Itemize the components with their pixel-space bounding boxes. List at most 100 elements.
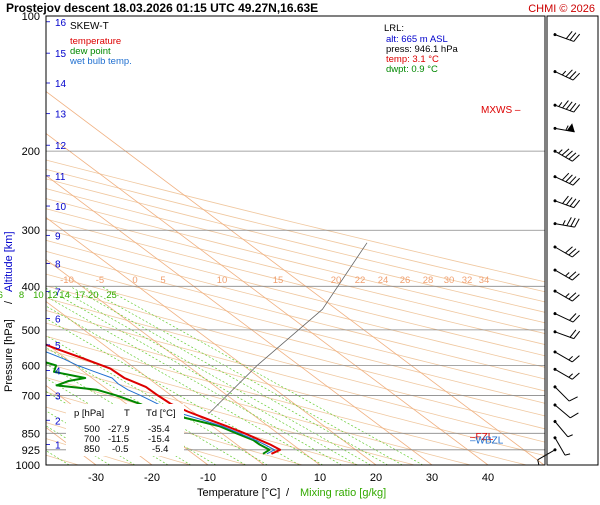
- wind-barb: [553, 350, 580, 363]
- wind-barb: [553, 245, 580, 258]
- levels-header-p: p [hPa]: [74, 408, 104, 419]
- isotherm: [46, 133, 489, 465]
- wind-barb-full: [571, 372, 580, 380]
- dry-adiabat: [46, 297, 545, 430]
- mixing-ratio-label: 14: [59, 290, 70, 301]
- pressure-tick-label: 500: [22, 325, 40, 337]
- levels-row-700-p: 700: [84, 434, 100, 445]
- wind-barb-staff: [554, 127, 575, 133]
- theta-label-mid: 28: [423, 275, 434, 286]
- dry-adiabat: [46, 239, 545, 368]
- legend-dew-point: dew point: [70, 46, 111, 57]
- wind-barb-full: [561, 148, 570, 156]
- wind-barb: [553, 420, 573, 438]
- y-axis-label-2: Altitude [km]: [3, 231, 15, 292]
- pressure-tick-label: 600: [22, 360, 40, 372]
- altitude-tick-label: 6: [55, 315, 61, 326]
- theta-label-mid: 22: [355, 275, 366, 286]
- wind-barb-full: [569, 198, 577, 207]
- theta-label-mid: -5: [96, 275, 104, 286]
- wind-barb: [553, 69, 581, 81]
- wind-barb-full: [574, 218, 580, 228]
- wind-barb-staff: [554, 351, 573, 363]
- series-temperature: [46, 343, 282, 455]
- mixing-ratio-line: [46, 347, 246, 465]
- isotherm: [46, 91, 545, 465]
- wind-barb-pennant: [566, 123, 575, 132]
- wind-barb-full: [566, 217, 572, 226]
- y-axis-separator: /: [3, 300, 15, 304]
- wind-barb: [553, 385, 578, 402]
- temperature-tick-label: 40: [482, 472, 494, 484]
- wind-barb-full: [565, 197, 573, 206]
- wind-barb-full: [570, 217, 576, 227]
- mixing-ratio-line: [46, 287, 358, 465]
- levels-row-500-p: 500: [84, 424, 100, 435]
- wind-barb-full: [569, 102, 577, 111]
- wind-barb-staff: [554, 421, 569, 438]
- wind-barb-full: [569, 329, 577, 338]
- mixing-ratio-line: [101, 286, 424, 465]
- altitude-tick-label: 4: [55, 367, 61, 378]
- dry-adiabat: [46, 250, 545, 380]
- wind-barb-half: [568, 373, 573, 378]
- wind-barb-staff: [554, 104, 574, 113]
- levels-row-850-t: -0.5: [112, 444, 128, 455]
- wind-barb-half: [565, 272, 570, 277]
- lrl-box: [382, 20, 482, 78]
- wind-barb: [553, 172, 581, 186]
- wind-barb-staff: [554, 176, 574, 186]
- legend-temperature: temperature: [70, 36, 121, 47]
- wind-barb-full: [573, 330, 581, 339]
- levels-header-t: T: [124, 408, 130, 419]
- wind-barb-full: [565, 101, 573, 110]
- x-axis-separator: /: [286, 487, 290, 499]
- levels-row-500-t: -27.9: [108, 424, 130, 435]
- wind-barb-half: [562, 220, 566, 226]
- altitude-tick-label: 12: [55, 141, 67, 152]
- dry-adiabat: [46, 229, 545, 357]
- wind-barb: [553, 403, 579, 419]
- wind-barb: [553, 367, 580, 380]
- wind-barb-full: [571, 294, 580, 302]
- grid-layer: [46, 16, 545, 465]
- wind-barb-full: [569, 176, 577, 184]
- dry-adiabat: [46, 168, 545, 293]
- altitude-tick-label: 1: [55, 440, 61, 451]
- altitude-tick-label: 11: [55, 172, 66, 183]
- theta-label-mid: 24: [378, 275, 389, 286]
- altitude-tick-label: 8: [55, 260, 61, 271]
- wind-barb-full: [565, 174, 573, 183]
- levels-row-700-td: -15.4: [148, 434, 170, 445]
- wind-barb: [553, 100, 581, 113]
- legend-box: [67, 19, 143, 71]
- wind-barb-full: [571, 273, 580, 281]
- altitude-tick-label: 16: [55, 18, 67, 29]
- isotherm: [46, 217, 377, 465]
- mixing-ratio-line: [46, 295, 342, 465]
- wind-barb-full: [573, 33, 581, 42]
- isotherm: [46, 301, 265, 465]
- wind-barb-staff: [554, 246, 573, 258]
- temperature-tick-label: -30: [88, 472, 104, 484]
- mixing-ratio-line: [69, 286, 388, 465]
- wind-barb-full: [572, 314, 581, 323]
- temperature-tick-label: 30: [426, 472, 438, 484]
- levels-header-td: Td [°C]: [146, 408, 176, 419]
- wind-barb-full: [571, 250, 580, 258]
- fzl-marker: –FZL: [470, 432, 494, 443]
- temperature-tick-label: -20: [144, 472, 160, 484]
- wind-barb-staff: [554, 223, 575, 228]
- wind-barb-staff: [554, 404, 571, 419]
- wind-barb: [553, 123, 575, 133]
- wind-barb-staff: [554, 386, 570, 402]
- pressure-tick-label: 925: [22, 445, 40, 457]
- wind-barb-staff: [554, 368, 573, 380]
- wind-barb-half: [564, 453, 571, 456]
- wind-barb-staff: [554, 269, 573, 281]
- theta-label-mid: 30: [444, 275, 455, 286]
- levels-table: [66, 404, 184, 456]
- mixing-ratio-label: 8: [19, 290, 24, 301]
- x-axis-label-2: Mixing ratio [g/kg]: [300, 487, 386, 499]
- wind-barb-full: [568, 248, 577, 256]
